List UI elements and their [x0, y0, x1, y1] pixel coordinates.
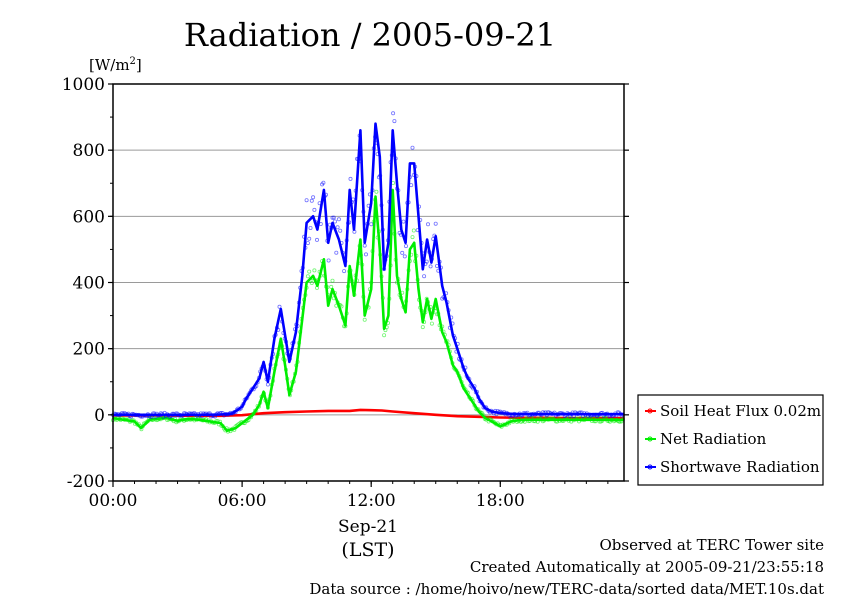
- series-point: [307, 236, 312, 241]
- x-tick-label: 06:00: [218, 491, 267, 511]
- series-point: [308, 225, 313, 230]
- series-point: [422, 274, 427, 279]
- series-point: [363, 252, 368, 257]
- y-axis-unit: [W/m2]: [89, 56, 142, 74]
- x-tick-label: 12:00: [347, 491, 396, 511]
- footer-source: Data source : /home/hoivo/new/TERC-data/…: [309, 580, 824, 598]
- legend-marker: [647, 464, 653, 470]
- series-point: [429, 321, 434, 326]
- series-point: [336, 217, 341, 222]
- legend-marker: [647, 408, 653, 414]
- series-point: [434, 263, 439, 268]
- series-point: [410, 145, 415, 150]
- grid-lines: [113, 149, 624, 416]
- legend: Soil Heat Flux 0.02m Net Radiation Shortwa…: [637, 394, 824, 486]
- series-point: [428, 264, 433, 269]
- y-tick-label: 200: [73, 340, 105, 360]
- series-point: [312, 207, 317, 212]
- series-point: [326, 258, 331, 263]
- series-point: [309, 198, 314, 203]
- series-point: [403, 244, 408, 249]
- series-point: [334, 250, 339, 255]
- series-point: [304, 198, 309, 203]
- x-tick-label: 00:00: [89, 491, 138, 511]
- x-axis-date-label: Sep-21: [338, 517, 398, 537]
- footer-observed: Observed at TERC Tower site: [599, 536, 824, 554]
- series-point: [425, 222, 430, 227]
- series-point: [362, 317, 367, 322]
- series-point: [382, 333, 387, 338]
- legend-marker: [647, 436, 653, 442]
- series-point: [329, 284, 334, 289]
- series-net-radiation: [111, 180, 625, 434]
- series-line: [113, 122, 624, 417]
- series-point: [391, 111, 396, 116]
- series-point: [342, 269, 347, 274]
- series-point: [420, 325, 425, 330]
- legend-label: Shortwave Radiation: [660, 458, 820, 476]
- x-axis-timezone-label: (LST): [341, 539, 394, 561]
- y-tick-label: 0: [94, 406, 105, 426]
- axis-ticks: -200 0 200 400 600 800 1000 00:00 06:00 12:00 18:0…: [62, 75, 629, 511]
- series-point: [369, 222, 374, 227]
- series-point: [321, 180, 326, 185]
- series-point: [330, 278, 335, 283]
- chart-title: Radiation / 2005-09-21: [184, 16, 556, 54]
- series-point: [277, 304, 282, 309]
- series-point: [362, 243, 367, 248]
- series-point: [348, 176, 353, 181]
- series-point: [331, 215, 336, 220]
- legend-label: Net Radiation: [660, 430, 767, 448]
- legend-label: Soil Heat Flux 0.02m: [660, 402, 821, 420]
- y-tick-label: 600: [73, 207, 105, 227]
- series-point: [332, 219, 337, 224]
- series-shortwave-radiation: [111, 111, 625, 419]
- series-point: [411, 228, 416, 233]
- series-point: [307, 269, 312, 274]
- series-line: [112, 188, 624, 432]
- series-point: [311, 195, 316, 200]
- series-point: [305, 274, 310, 279]
- series-point: [265, 382, 270, 387]
- series-point: [410, 235, 415, 240]
- series-point: [305, 241, 310, 246]
- series-point: [312, 268, 317, 273]
- series-point: [433, 221, 438, 226]
- x-tick-label: 18:00: [476, 491, 525, 511]
- series-point: [309, 280, 314, 285]
- series-point: [338, 228, 343, 233]
- y-tick-label: 1000: [62, 75, 105, 95]
- series-point: [335, 225, 340, 230]
- series-layer: [111, 111, 625, 434]
- series-point: [374, 189, 379, 194]
- series-point: [314, 237, 319, 242]
- series-point: [402, 254, 407, 259]
- series-point: [400, 250, 405, 255]
- y-tick-label: -200: [67, 472, 105, 492]
- footer-created: Created Automatically at 2005-09-21/23:5…: [469, 558, 824, 576]
- series-point: [401, 219, 406, 224]
- y-tick-label: 800: [73, 141, 105, 161]
- series-point: [392, 119, 397, 124]
- legend-box: [637, 394, 824, 486]
- y-tick-label: 400: [73, 274, 105, 294]
